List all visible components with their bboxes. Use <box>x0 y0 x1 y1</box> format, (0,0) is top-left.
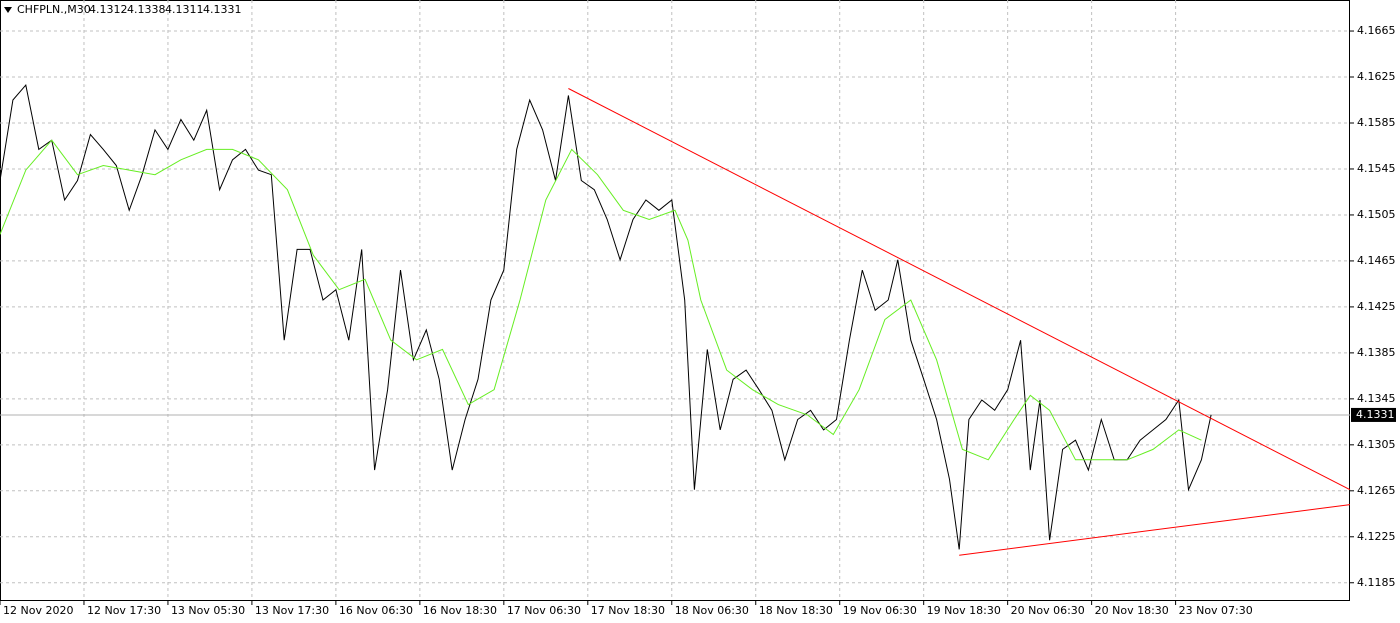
grid <box>0 0 1350 600</box>
y-tick-label: 4.1625 <box>1357 70 1396 83</box>
trendline <box>568 88 1351 491</box>
symbol-arrow <box>4 7 12 13</box>
x-tick-label: 20 Nov 06:30 <box>1011 604 1085 617</box>
open: 4.1312 <box>89 3 128 16</box>
x-tick-label: 20 Nov 18:30 <box>1095 604 1169 617</box>
price-line <box>0 84 1212 550</box>
high: 4.1338 <box>127 3 166 16</box>
last-price-box <box>1351 407 1396 422</box>
x-tick-label: 18 Nov 18:30 <box>759 604 833 617</box>
low: 4.1311 <box>165 3 204 16</box>
y-tick-label: 4.1585 <box>1357 116 1396 129</box>
y-tick-label: 4.1305 <box>1357 438 1396 451</box>
marks <box>0 84 1351 556</box>
x-tick-label: 18 Nov 06:30 <box>675 604 749 617</box>
y-tick-label: 4.1465 <box>1357 254 1396 267</box>
last-price-label: 4.1331 <box>1356 408 1395 421</box>
y-tick-label: 4.1185 <box>1357 576 1396 589</box>
y-tick-label: 4.1425 <box>1357 300 1396 313</box>
y-tick-label: 4.1545 <box>1357 162 1396 175</box>
price-line <box>0 139 1202 461</box>
plot-frame <box>0 0 1350 601</box>
x-tick-label: 12 Nov 2020 <box>3 604 73 617</box>
x-tick-label: 17 Nov 18:30 <box>591 604 665 617</box>
y-tick-label: 4.1505 <box>1357 208 1396 221</box>
x-tick-label: 13 Nov 17:30 <box>255 604 329 617</box>
x-tick-label: 16 Nov 06:30 <box>339 604 413 617</box>
trendline <box>959 504 1351 556</box>
y-tick-label: 4.1665 <box>1357 24 1396 37</box>
x-tick-label: 19 Nov 18:30 <box>927 604 1001 617</box>
symbol: CHFPLN.,M30 <box>17 3 91 16</box>
x-tick-label: 23 Nov 07:30 <box>1179 604 1253 617</box>
close: 4.1331 <box>203 3 242 16</box>
x-tick-label: 16 Nov 18:30 <box>423 604 497 617</box>
y-tick-label: 4.1265 <box>1357 484 1396 497</box>
y-tick-label: 4.1385 <box>1357 346 1396 359</box>
x-tick-label: 17 Nov 06:30 <box>507 604 581 617</box>
x-tick-label: 19 Nov 06:30 <box>843 604 917 617</box>
y-tick-label: 4.1225 <box>1357 530 1396 543</box>
x-tick-label: 13 Nov 05:30 <box>171 604 245 617</box>
y-tick-label: 4.1345 <box>1357 392 1396 405</box>
x-tick-label: 12 Nov 17:30 <box>87 604 161 617</box>
